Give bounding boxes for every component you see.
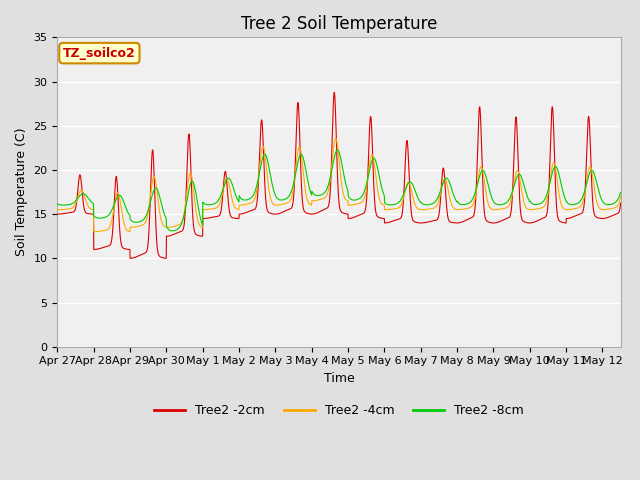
Title: Tree 2 Soil Temperature: Tree 2 Soil Temperature <box>241 15 437 33</box>
X-axis label: Time: Time <box>324 372 355 385</box>
Legend: Tree2 -2cm, Tree2 -4cm, Tree2 -8cm: Tree2 -2cm, Tree2 -4cm, Tree2 -8cm <box>149 399 529 422</box>
Text: TZ_soilco2: TZ_soilco2 <box>63 47 136 60</box>
Y-axis label: Soil Temperature (C): Soil Temperature (C) <box>15 128 28 256</box>
